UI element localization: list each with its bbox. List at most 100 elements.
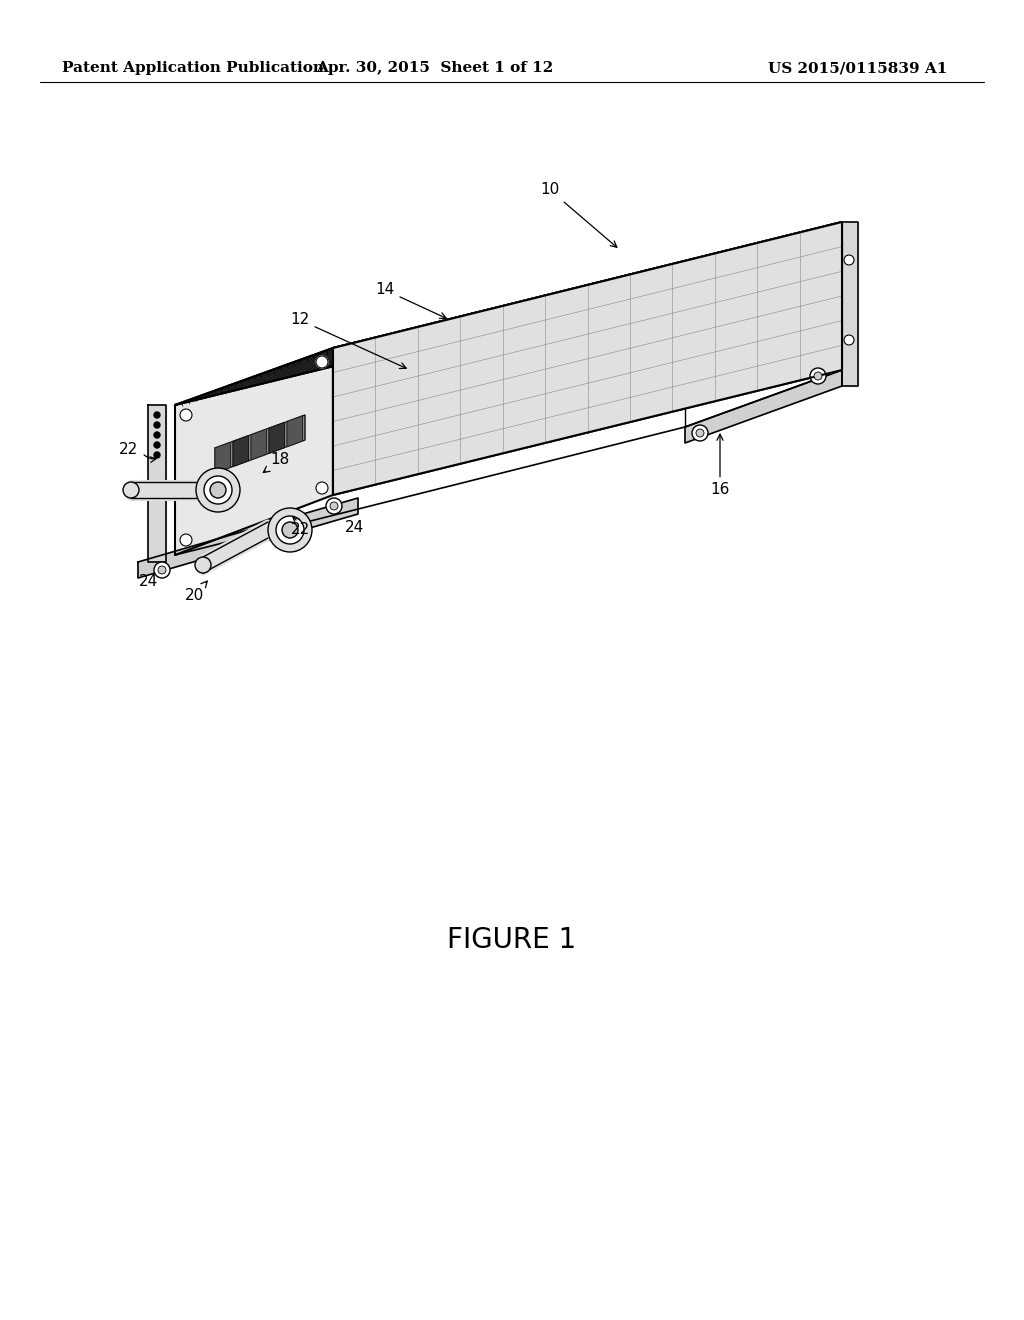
Polygon shape	[673, 259, 693, 412]
Circle shape	[154, 442, 160, 447]
Polygon shape	[138, 498, 358, 578]
Circle shape	[692, 425, 708, 441]
Polygon shape	[460, 312, 481, 463]
Polygon shape	[221, 260, 737, 388]
Polygon shape	[842, 222, 858, 385]
Circle shape	[204, 477, 232, 504]
Circle shape	[154, 562, 170, 578]
Polygon shape	[300, 232, 816, 360]
Circle shape	[696, 429, 705, 437]
Polygon shape	[693, 253, 715, 407]
Text: 22: 22	[119, 442, 137, 458]
Polygon shape	[757, 238, 778, 391]
Circle shape	[276, 516, 304, 544]
Circle shape	[844, 335, 854, 345]
Polygon shape	[233, 436, 248, 466]
Polygon shape	[267, 244, 783, 372]
Circle shape	[316, 482, 328, 494]
Circle shape	[196, 469, 240, 512]
Circle shape	[844, 255, 854, 265]
Polygon shape	[188, 273, 705, 400]
Polygon shape	[269, 422, 285, 453]
Polygon shape	[333, 222, 842, 495]
Polygon shape	[148, 405, 166, 562]
Polygon shape	[376, 333, 396, 484]
Polygon shape	[715, 248, 736, 401]
Text: 14: 14	[376, 282, 446, 318]
Polygon shape	[524, 296, 545, 447]
Polygon shape	[202, 268, 718, 396]
Polygon shape	[313, 227, 828, 355]
Circle shape	[210, 482, 226, 498]
Text: 16: 16	[711, 434, 730, 498]
Polygon shape	[354, 338, 376, 490]
Polygon shape	[608, 275, 630, 428]
Polygon shape	[439, 317, 460, 469]
Text: 24: 24	[138, 574, 158, 590]
Polygon shape	[333, 343, 354, 495]
Polygon shape	[481, 306, 503, 458]
Circle shape	[158, 566, 166, 574]
Circle shape	[180, 535, 193, 546]
Circle shape	[810, 368, 826, 384]
Circle shape	[814, 372, 822, 380]
Polygon shape	[181, 275, 698, 403]
Circle shape	[282, 521, 298, 539]
Polygon shape	[503, 301, 524, 453]
Polygon shape	[319, 224, 836, 352]
Circle shape	[154, 432, 160, 438]
Circle shape	[154, 451, 160, 458]
Circle shape	[330, 502, 338, 510]
Polygon shape	[281, 239, 797, 367]
Polygon shape	[227, 259, 743, 385]
Polygon shape	[396, 327, 418, 479]
Circle shape	[268, 508, 312, 552]
Circle shape	[180, 409, 193, 421]
Polygon shape	[287, 236, 803, 364]
Polygon shape	[800, 227, 821, 380]
Polygon shape	[545, 290, 566, 444]
Text: 22: 22	[291, 523, 309, 537]
Polygon shape	[273, 242, 790, 370]
Polygon shape	[175, 277, 691, 405]
Polygon shape	[651, 264, 673, 417]
Polygon shape	[241, 253, 757, 381]
Text: 18: 18	[263, 453, 290, 473]
Text: US 2015/0115839 A1: US 2015/0115839 A1	[768, 61, 947, 75]
Polygon shape	[215, 442, 230, 473]
Polygon shape	[215, 414, 305, 473]
Circle shape	[316, 356, 328, 368]
Polygon shape	[214, 263, 731, 391]
Text: FIGURE 1: FIGURE 1	[447, 927, 577, 954]
Circle shape	[326, 498, 342, 513]
Circle shape	[195, 557, 211, 573]
Polygon shape	[566, 285, 588, 438]
Text: 12: 12	[291, 313, 407, 368]
Polygon shape	[195, 271, 711, 397]
Polygon shape	[778, 232, 800, 385]
Polygon shape	[306, 230, 822, 358]
Polygon shape	[418, 322, 439, 474]
Circle shape	[154, 412, 160, 418]
Polygon shape	[287, 416, 302, 446]
Polygon shape	[175, 348, 333, 554]
Polygon shape	[327, 222, 842, 350]
Polygon shape	[736, 243, 757, 396]
Polygon shape	[254, 248, 770, 376]
Text: Patent Application Publication: Patent Application Publication	[62, 61, 324, 75]
Text: Apr. 30, 2015  Sheet 1 of 12: Apr. 30, 2015 Sheet 1 of 12	[316, 61, 554, 75]
Polygon shape	[294, 234, 809, 362]
Text: 10: 10	[541, 182, 616, 247]
Circle shape	[154, 422, 160, 428]
Polygon shape	[685, 370, 842, 444]
Polygon shape	[248, 251, 764, 379]
Text: 24: 24	[344, 520, 364, 536]
Polygon shape	[630, 269, 651, 422]
Polygon shape	[175, 222, 842, 405]
Polygon shape	[260, 246, 776, 374]
Polygon shape	[208, 265, 724, 393]
Circle shape	[123, 482, 139, 498]
Polygon shape	[251, 429, 266, 459]
Polygon shape	[333, 222, 842, 495]
Text: 20: 20	[185, 581, 207, 602]
